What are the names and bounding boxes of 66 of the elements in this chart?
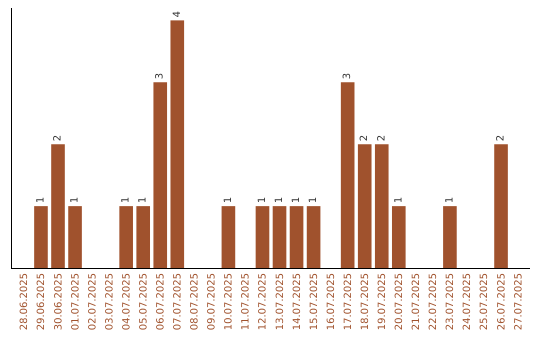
x-tick-label: 24.07.2025 xyxy=(462,273,474,330)
bar xyxy=(153,82,168,268)
data-label: 2 xyxy=(52,134,64,142)
data-label: 2 xyxy=(376,134,388,142)
x-tick-label: 19.07.2025 xyxy=(377,273,388,330)
x-tick-label: 16.07.2025 xyxy=(326,273,337,330)
data-label: 3 xyxy=(154,72,166,80)
x-tick-label: 05.07.2025 xyxy=(138,273,150,330)
bar xyxy=(51,144,65,268)
x-tick-label: 27.07.2025 xyxy=(513,273,524,330)
data-label: 1 xyxy=(393,196,404,204)
bar xyxy=(34,206,48,268)
x-tick-label: 26.07.2025 xyxy=(496,273,508,330)
x-tick-label: 12.07.2025 xyxy=(258,273,269,330)
x-tick-label: 14.07.2025 xyxy=(292,273,303,330)
x-tick-label: 09.07.2025 xyxy=(206,273,218,330)
x-tick-label: 11.07.2025 xyxy=(240,273,252,330)
bar xyxy=(68,206,82,268)
data-label: 1 xyxy=(70,196,81,204)
bar xyxy=(306,206,320,268)
bar xyxy=(358,144,372,268)
x-tick-label: 18.07.2025 xyxy=(360,273,371,330)
x-tick-label: 01.07.2025 xyxy=(70,273,82,330)
bar xyxy=(340,82,354,268)
data-label: 3 xyxy=(342,72,354,80)
data-label: 1 xyxy=(138,196,149,204)
x-tick-label: 29.06.2025 xyxy=(36,273,48,330)
x-tick-label: 10.07.2025 xyxy=(224,273,235,330)
bar xyxy=(443,206,457,268)
bar xyxy=(256,206,270,268)
x-tick-label: 15.07.2025 xyxy=(308,273,320,330)
data-label: 2 xyxy=(359,134,370,142)
bar xyxy=(392,206,406,268)
data-label: 1 xyxy=(35,196,46,204)
x-tick-label: 22.07.2025 xyxy=(428,273,440,330)
x-tick-label: 30.06.2025 xyxy=(53,273,64,330)
x-tick-label: 06.07.2025 xyxy=(155,273,166,330)
bar xyxy=(136,206,150,268)
x-tick-label: 03.07.2025 xyxy=(104,273,116,330)
x-tick-label: 04.07.2025 xyxy=(121,273,132,330)
x-tick-label: 07.07.2025 xyxy=(172,273,184,330)
x-tick-label: 23.07.2025 xyxy=(445,273,456,330)
x-tick-label: 13.07.2025 xyxy=(274,273,286,330)
data-label: 1 xyxy=(120,196,132,204)
data-label: 1 xyxy=(308,196,320,204)
x-tick-label: 21.07.2025 xyxy=(411,273,422,330)
data-label: 1 xyxy=(274,196,286,204)
data-label: 1 xyxy=(291,196,302,204)
data-label: 1 xyxy=(222,196,234,204)
bar xyxy=(272,206,286,268)
bar xyxy=(494,144,508,268)
bar xyxy=(290,206,304,268)
data-label: 1 xyxy=(256,196,268,204)
x-tick-label: 08.07.2025 xyxy=(190,273,201,330)
bar xyxy=(222,206,236,268)
bar xyxy=(374,144,389,268)
bar xyxy=(170,20,184,268)
x-tick-label: 02.07.2025 xyxy=(87,273,98,330)
x-tick-label: 25.07.2025 xyxy=(479,273,490,330)
data-label: 4 xyxy=(172,11,183,18)
data-label: 1 xyxy=(444,196,456,204)
x-tick-label: 17.07.2025 xyxy=(342,273,354,330)
data-label: 2 xyxy=(496,134,507,142)
x-tick-label: 28.06.2025 xyxy=(19,273,30,330)
x-tick-label: 20.07.2025 xyxy=(394,273,406,330)
bar xyxy=(119,206,133,268)
